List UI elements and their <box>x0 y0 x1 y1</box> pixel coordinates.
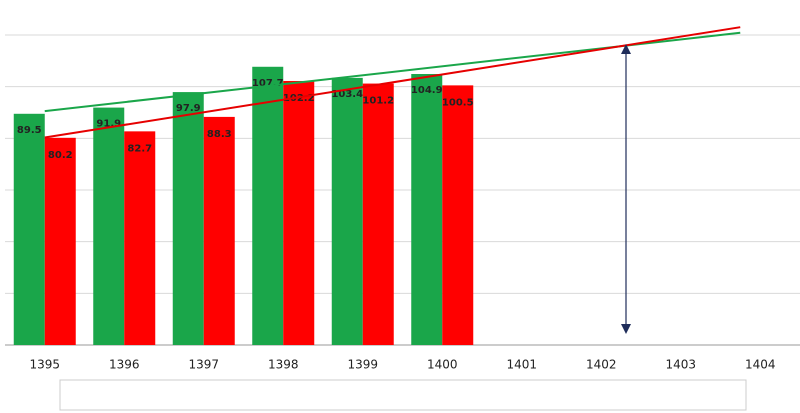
bar <box>442 85 474 345</box>
bar <box>203 116 235 346</box>
legend-box <box>59 379 747 411</box>
value-label: 89.5 <box>17 125 42 136</box>
x-tick-label: 1403 <box>665 358 696 372</box>
value-label: 82.7 <box>127 143 152 154</box>
trend-line <box>44 26 741 139</box>
x-tick-label: 1395 <box>29 358 60 372</box>
value-label: 88.3 <box>207 129 232 140</box>
value-label: 91.9 <box>96 119 121 130</box>
bar <box>362 83 394 346</box>
x-tick-label: 1399 <box>347 358 378 372</box>
bar <box>252 66 284 346</box>
x-tick-label: 1397 <box>188 358 219 372</box>
x-tick-label: 1400 <box>427 358 458 372</box>
value-label: 80.2 <box>48 150 73 161</box>
bar <box>93 107 125 345</box>
x-tick-label: 1404 <box>745 358 776 372</box>
value-label: 97.9 <box>176 103 201 114</box>
bar <box>411 74 443 345</box>
x-tick-label: 1396 <box>109 358 140 372</box>
value-label: 107.7 <box>252 78 284 89</box>
bar <box>331 77 363 345</box>
x-tick-label: 1402 <box>586 358 617 372</box>
arrow <box>621 44 631 334</box>
bar <box>13 113 45 346</box>
bar <box>44 137 76 345</box>
x-tick-label: 1401 <box>506 358 537 372</box>
x-tick-label: 1398 <box>268 358 299 372</box>
value-label: 100.5 <box>442 97 474 108</box>
value-label: 103.4 <box>331 89 363 100</box>
value-label: 101.2 <box>362 96 394 107</box>
bar <box>283 80 315 345</box>
value-label: 104.9 <box>411 85 443 96</box>
bar <box>172 92 204 345</box>
value-label: 102.2 <box>283 93 315 104</box>
bar <box>124 131 156 345</box>
